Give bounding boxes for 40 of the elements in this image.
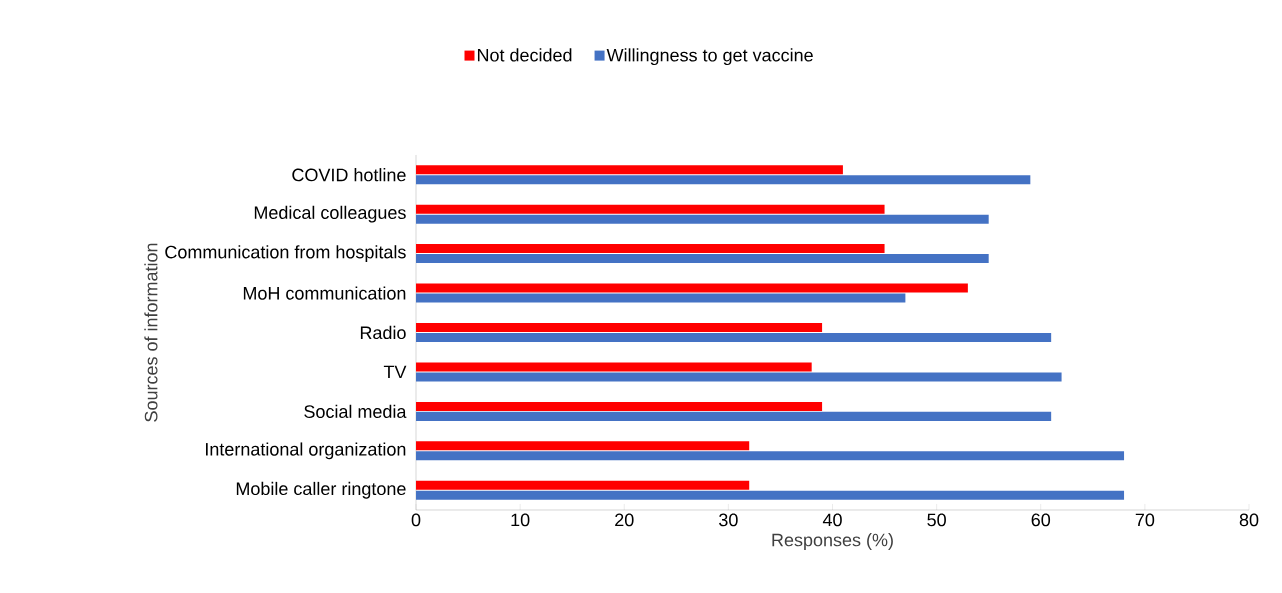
y-tick-label: MoH communication bbox=[243, 286, 406, 300]
legend-label: Willingness to get vaccine bbox=[606, 48, 813, 66]
bar bbox=[416, 441, 750, 451]
bar bbox=[416, 175, 1031, 185]
x-tick-label: 50 bbox=[927, 513, 946, 527]
x-tick-label: 40 bbox=[822, 513, 842, 527]
y-tick-label: Radio bbox=[360, 325, 406, 340]
bar bbox=[416, 490, 1125, 500]
legend-label: Not decided bbox=[477, 48, 572, 62]
bar bbox=[416, 411, 1052, 421]
x-tick-label: 70 bbox=[1135, 513, 1155, 527]
y-tick-label: Mobile caller ringtone bbox=[236, 481, 406, 499]
bar bbox=[416, 165, 843, 175]
y-tick-label: COVID hotline bbox=[292, 168, 406, 182]
bar bbox=[416, 254, 989, 264]
x-tick-label: 30 bbox=[719, 513, 738, 527]
bar bbox=[416, 451, 1125, 461]
bar bbox=[416, 204, 885, 214]
x-tick-label: 10 bbox=[511, 513, 530, 527]
bar bbox=[416, 214, 989, 224]
y-tick-label: International organization bbox=[206, 442, 406, 460]
bar bbox=[416, 283, 968, 293]
bar bbox=[416, 372, 1062, 382]
bar bbox=[416, 362, 812, 372]
bar bbox=[416, 480, 750, 490]
bar bbox=[416, 401, 823, 411]
y-tick-label: TV bbox=[383, 365, 407, 379]
y-tick-label: Communication from hospitals bbox=[165, 245, 406, 262]
bar bbox=[416, 332, 1052, 342]
y-tick-label: Medical colleagues bbox=[254, 205, 406, 223]
bar bbox=[416, 293, 906, 303]
bar bbox=[416, 322, 823, 332]
x-axis-title: Responses (%) bbox=[772, 533, 893, 550]
x-tick-label: 60 bbox=[1031, 513, 1051, 527]
x-tick-label: 80 bbox=[1239, 513, 1259, 527]
bar bbox=[416, 244, 885, 254]
x-tick-label: 0 bbox=[411, 513, 421, 527]
x-tick-label: 20 bbox=[615, 513, 634, 527]
y-tick-label: Social media bbox=[304, 404, 407, 418]
y-axis-title: Sources of information bbox=[144, 243, 158, 422]
